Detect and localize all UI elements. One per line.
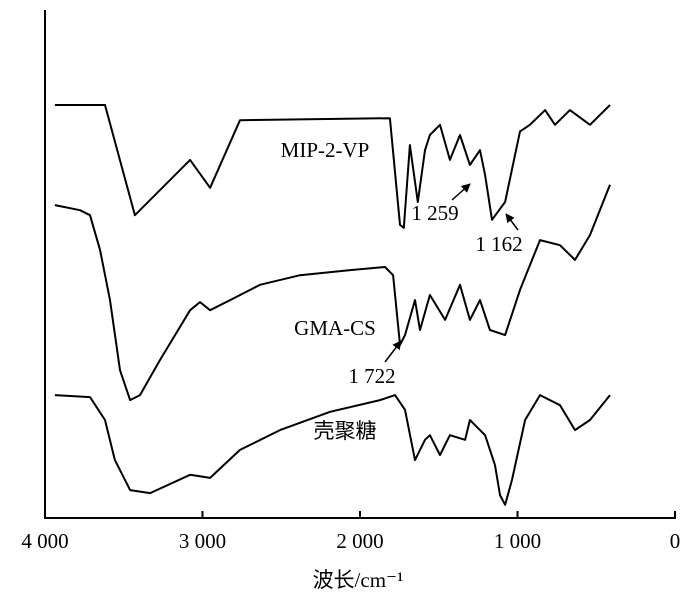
series-label: 壳聚糖 [314, 419, 377, 443]
x-tick-label: 3 000 [179, 529, 226, 553]
x-tick-label: 4 000 [21, 529, 68, 553]
annotation: 1 259 [411, 201, 458, 225]
annotation-arrow [451, 183, 471, 201]
annotation-arrow [384, 340, 402, 363]
spectrum-line [54, 104, 611, 229]
series-label: GMA-CS [294, 316, 376, 340]
x-tick-label: 1 000 [494, 529, 541, 553]
x-axis-label: 波长/cm⁻¹ [313, 568, 404, 592]
annotation-arrow [505, 213, 519, 231]
x-tick-label: 2 000 [336, 529, 383, 553]
annotation: 1 722 [348, 364, 395, 388]
x-tick-label: 0 [670, 529, 681, 553]
spectrum-line [54, 184, 611, 402]
spectrum-line [54, 394, 611, 506]
series-label: MIP-2-VP [281, 138, 370, 162]
annotation: 1 162 [475, 232, 522, 256]
